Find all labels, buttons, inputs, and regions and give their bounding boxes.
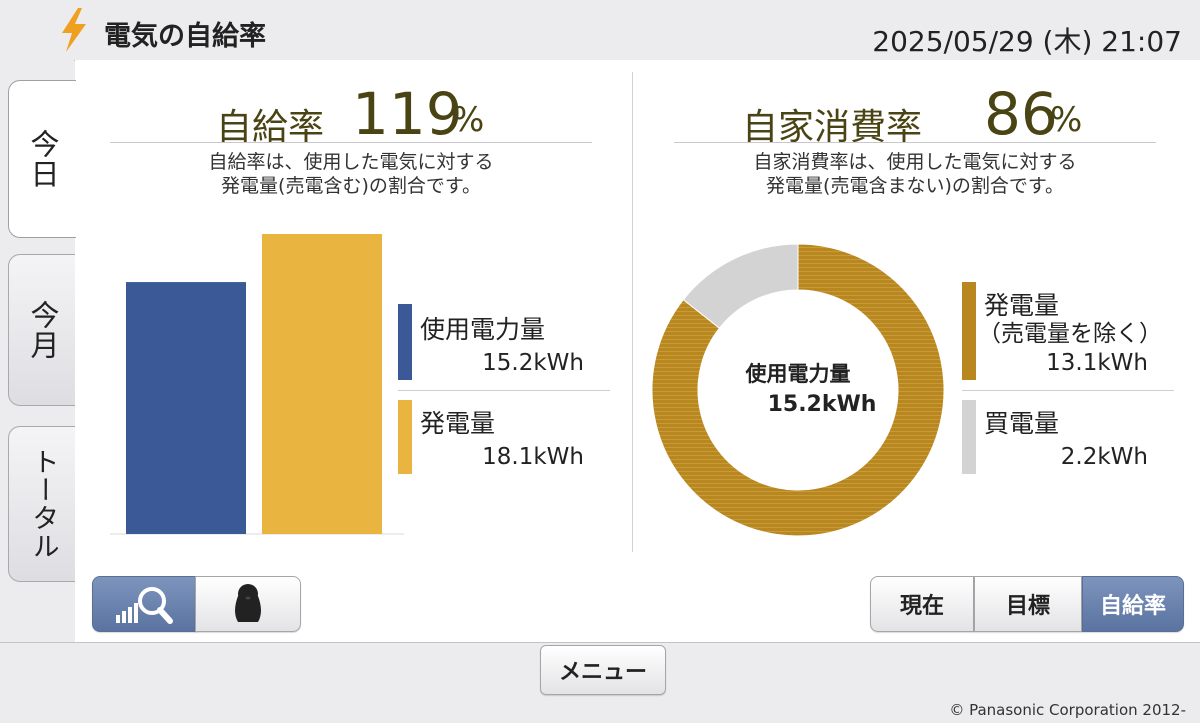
donut-center-label: 使用電力量 (745, 362, 851, 386)
lightning-bolt-icon (62, 8, 86, 52)
legend-swatch-usage (398, 304, 412, 380)
legend-purchase-label: 買電量 (984, 409, 1060, 438)
datetime: 2025/05/29 (木) 21:07 (872, 25, 1182, 58)
panel-divider (632, 72, 633, 552)
tab-total-label: トータル (27, 448, 59, 560)
bar-magnifier-icon (116, 587, 173, 624)
self-sufficiency-label: 自給率 (216, 107, 325, 148)
tab-this-month[interactable]: 今月 (8, 254, 76, 406)
legend-separator-right (962, 390, 1174, 391)
self-sufficiency-value: 119 (352, 80, 463, 148)
legend-generation-self-value: 13.1kWh (1046, 350, 1148, 376)
legend-swatch-generation-self (962, 282, 976, 380)
menu-button[interactable]: メニュー (540, 645, 666, 695)
donut-center-value: 15.2kWh (767, 392, 877, 417)
footer: メニュー © Panasonic Corporation 2012- (0, 642, 1200, 723)
self-sufficiency-description: 自給率は、使用した電気に対する 発電量(売電含む)の割合です。 (110, 150, 592, 198)
self-consumption-description: 自家消費率は、使用した電気に対する 発電量(売電含まない)の割合です。 (674, 150, 1156, 198)
app-title: 電気の自給率 (104, 21, 266, 52)
self-consumption-unit: % (1050, 100, 1083, 140)
graph-view-button[interactable] (92, 576, 196, 632)
self-consumption-value: 86 (984, 80, 1058, 148)
header: 電気の自給率 2025/05/29 (木) 21:07 (0, 0, 1200, 60)
self-sufficiency-underline (110, 142, 592, 143)
character-button[interactable] (195, 576, 301, 632)
self-consumption-description-line2: 発電量(売電含まない)の割合です。 (766, 175, 1064, 197)
legend-purchase-value: 2.2kWh (1060, 444, 1148, 470)
legend-swatch-purchase (962, 400, 976, 474)
view-current-button[interactable]: 現在 (870, 576, 974, 632)
legend-generation-self-sublabel: （売電量を除く） (978, 321, 1162, 347)
tab-today[interactable]: 今日 (8, 80, 76, 238)
self-consumption-underline (674, 142, 1156, 143)
legend-separator-left (398, 390, 610, 391)
legend-generation-self-label: 発電量 (984, 291, 1060, 320)
legend-generation-value: 18.1kWh (482, 444, 584, 470)
self-consumption-label: 自家消費率 (742, 107, 923, 148)
copyright-text: © Panasonic Corporation 2012- (949, 701, 1186, 719)
tab-today-label: 今日 (26, 129, 60, 189)
legend-generation-label: 発電量 (420, 409, 496, 438)
view-goal-button[interactable]: 目標 (974, 576, 1082, 632)
tab-total[interactable]: トータル (8, 426, 76, 582)
self-sufficiency-description-line1: 自給率は、使用した電気に対する (208, 151, 494, 173)
legend-usage-value: 15.2kWh (482, 350, 584, 376)
legend-swatch-generation (398, 400, 412, 474)
self-sufficiency-unit: % (452, 100, 485, 140)
tab-this-month-label: 今月 (26, 300, 60, 360)
legend-usage-label: 使用電力量 (420, 315, 546, 344)
view-self-sufficiency-button[interactable]: 自給率 (1082, 576, 1184, 632)
self-sufficiency-description-line2: 発電量(売電含む)の割合です。 (221, 175, 481, 197)
penguin-icon (235, 584, 261, 622)
self-consumption-description-line1: 自家消費率は、使用した電気に対する (753, 151, 1077, 173)
